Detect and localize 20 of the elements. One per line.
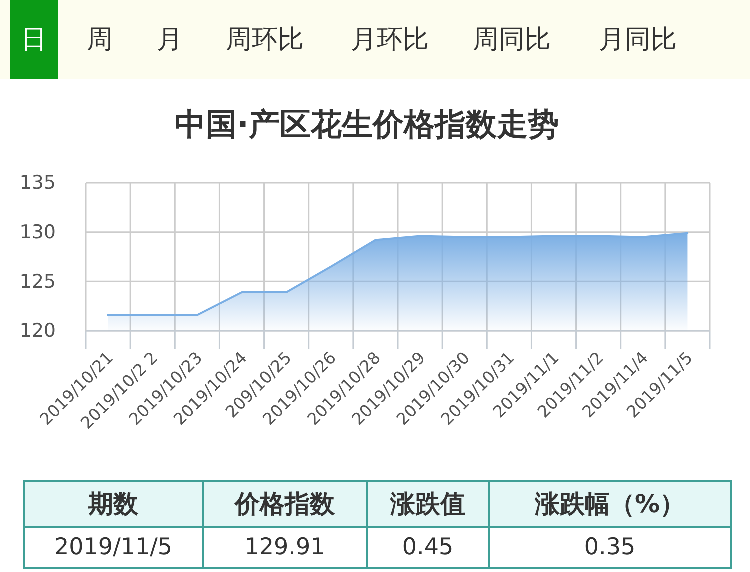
y-tick-label: 135 <box>20 172 56 194</box>
text: 0.45 <box>402 534 454 560</box>
y-tick-label: 130 <box>20 221 56 244</box>
y-tick-label: 120 <box>20 320 56 342</box>
text: 周同比 <box>473 25 551 55</box>
text: 2019/11/5 <box>54 534 172 560</box>
text: 月同比 <box>599 25 677 55</box>
text: 周 <box>87 25 113 55</box>
text: 129.91 <box>244 534 326 560</box>
text: 0.35 <box>584 534 636 560</box>
category-label: 期数 <box>88 490 140 518</box>
text: 月 <box>157 25 183 55</box>
category-label: 价格指数 <box>234 490 336 518</box>
category-label: 涨跌值 <box>390 490 466 518</box>
chart-title: 中国·产区花生价格指数走势 <box>175 107 559 143</box>
y-tick-label: 125 <box>20 270 56 293</box>
text: 月环比 <box>351 25 429 55</box>
text: 周环比 <box>226 25 304 55</box>
text: 日 <box>21 25 47 55</box>
category-label: 涨跌幅（%） <box>534 490 686 518</box>
